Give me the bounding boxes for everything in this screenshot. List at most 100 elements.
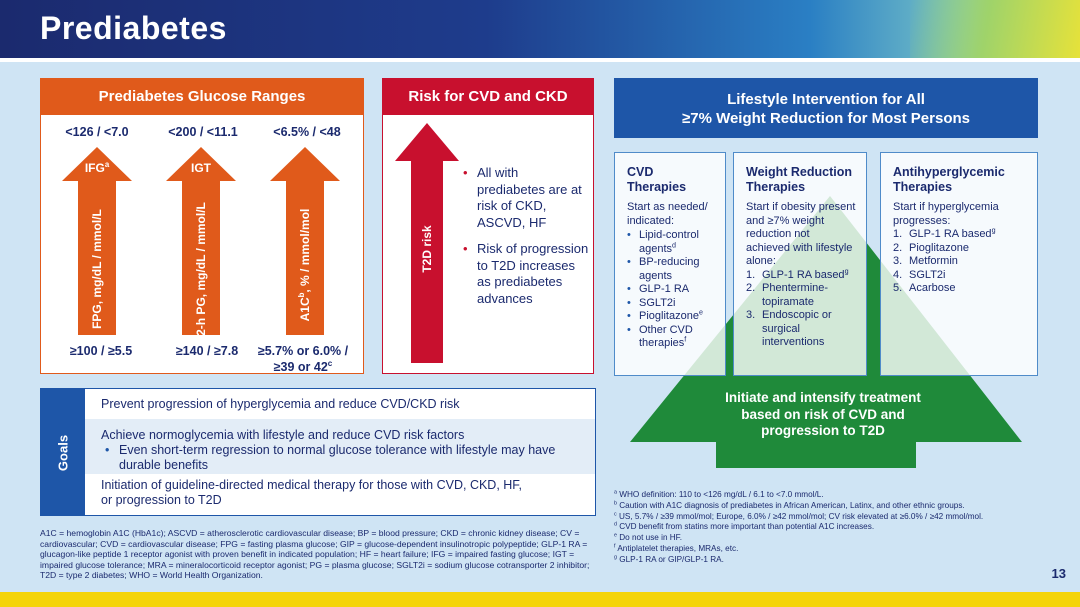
list-item: 1. GLP-1 RA basedg bbox=[746, 266, 856, 283]
t2d-progression-bullet: Risk of progression to T2D increases as … bbox=[463, 241, 589, 307]
cvd-therapy-footnote-mark: d bbox=[672, 240, 677, 249]
a1c-upper-limit: <6.5% / <48 bbox=[273, 125, 341, 139]
footnote: f Antiplatelet therapies, MRAs, etc. bbox=[614, 544, 1034, 555]
list-item: BP-reducing agents bbox=[627, 256, 715, 283]
goals-panel: Goals Prevent progression of hyperglycem… bbox=[40, 388, 596, 516]
lifestyle-title-line2: ≥7% Weight Reduction for Most Persons bbox=[682, 110, 970, 127]
cvd-ckd-risk-panel: Risk for CVD and CKD T2D risk All with p… bbox=[382, 78, 594, 374]
a1c-footnote-mark: b bbox=[297, 292, 306, 298]
goal-text: Prevent progression of hyperglycemia and… bbox=[101, 397, 460, 411]
item-number: 1. bbox=[746, 268, 756, 281]
header-decor bbox=[910, 0, 1080, 58]
goal-subpoint: Even short-term regression to normal glu… bbox=[101, 443, 595, 473]
footnote: b Caution with A1C diagnosis of prediabe… bbox=[614, 500, 1034, 512]
goal-row-1: Prevent progression of hyperglycemia and… bbox=[85, 389, 595, 419]
anti-therapy-text: SGLT2i bbox=[909, 268, 946, 281]
footnote: c US, 5.7% / ≥39 mmol/mol; Europe, 6.0% … bbox=[614, 510, 1034, 523]
footnote-mark: a bbox=[614, 489, 617, 496]
footnote-mark: g bbox=[614, 554, 617, 561]
weight-reduction-list: 1. GLP-1 RA basedg 2. Phentermine-topirama… bbox=[746, 266, 856, 350]
igt-arrow: IGT 2-h PG, mg/dL / mmol/L bbox=[166, 147, 236, 336]
cvd-therapy-text: Lipid-control agents bbox=[639, 229, 699, 255]
footnote-text: Antiplatelet therapies, MRAs, etc. bbox=[617, 543, 739, 553]
list-item: 3. Endoscopic or surgical interventions bbox=[746, 309, 856, 350]
2h-pg-axis-label: 2-h PG, mg/dL / mmol/L bbox=[194, 202, 208, 336]
t2d-risk-arrow bbox=[395, 123, 459, 363]
ifg-arrow: IFGa FPG, mg/dL / mmol/L bbox=[62, 147, 132, 335]
ifg-lower-limit: ≥100 / ≥5.5 bbox=[69, 344, 133, 358]
abbreviations-text: A1C = hemoglobin A1C (HbA1c); ASCVD = at… bbox=[40, 528, 590, 580]
footer-bar bbox=[0, 592, 1080, 607]
weight-therapy-footnote-mark: g bbox=[844, 266, 849, 275]
a1c-axis-units: , % / mmol/mol bbox=[298, 208, 312, 293]
page-number: 13 bbox=[1051, 566, 1066, 581]
list-item: 2. Pioglitazone bbox=[893, 242, 1027, 256]
cvd-therapy-text: Pioglitazone bbox=[639, 310, 699, 322]
goal-text: Achieve normoglycemia with lifestyle and… bbox=[101, 428, 465, 442]
item-number: 1. bbox=[893, 228, 903, 240]
lifestyle-intervention-header: Lifestyle Intervention for All ≥7% Weigh… bbox=[614, 78, 1038, 138]
a1c-lower-line2: ≥39 or 42c bbox=[241, 359, 365, 375]
cvd-therapy-text: Other CVD therapies bbox=[639, 323, 693, 350]
ifg-label: IFG bbox=[84, 161, 105, 175]
header-banner: Prediabetes bbox=[0, 0, 1080, 58]
weight-reduction-title: Weight Reduction Therapies bbox=[746, 165, 853, 194]
igt-lower-limit: ≥140 / ≥7.8 bbox=[175, 344, 239, 358]
a1c-lower-line1: ≥5.7% or 6.0% / bbox=[257, 344, 349, 358]
footnote-text: Caution with A1C diagnosis of prediabete… bbox=[619, 500, 965, 510]
weight-therapy-text: Phentermine-topiramate bbox=[762, 282, 829, 308]
footnote-text: CVD benefit from statins more important … bbox=[619, 522, 875, 532]
cvd-therapy-text: SGLT2i bbox=[639, 296, 676, 309]
footnote: d CVD benefit from statins more importan… bbox=[614, 522, 1034, 533]
list-item: SGLT2i bbox=[627, 297, 715, 311]
t2d-risk-label: T2D risk bbox=[420, 225, 434, 273]
anti-therapy-text: Acarbose bbox=[909, 282, 956, 294]
list-item: 4. SGLT2i bbox=[893, 269, 1027, 283]
weight-therapy-text: Endoscopic or surgical interventions bbox=[762, 309, 832, 348]
goal-row-3: Initiation of guideline-directed medical… bbox=[85, 474, 595, 516]
anti-therapy-text: Pioglitazone bbox=[909, 241, 969, 254]
ifg-upper-limit: <126 / <7.0 bbox=[65, 125, 129, 139]
footnote-text: WHO definition: 110 to <126 mg/dL / 6.1 … bbox=[619, 490, 824, 499]
ifg-footnote-mark: a bbox=[104, 160, 110, 169]
weight-therapy-text: GLP-1 RA based bbox=[762, 268, 845, 281]
cvd-therapies-list: Lipid-control agentsd BP-reducing agents… bbox=[627, 229, 715, 351]
item-number: 5. bbox=[893, 282, 903, 294]
anti-therapy-footnote-mark: g bbox=[991, 226, 996, 235]
cvd-therapy-text: GLP-1 RA bbox=[639, 283, 690, 295]
weight-reduction-intro: Start if obesity present and ≥7% weight … bbox=[746, 201, 856, 267]
goals-sidebar bbox=[41, 389, 85, 515]
footnote-text: Do not use in HF. bbox=[619, 533, 683, 543]
goals-label: Goals bbox=[55, 434, 71, 472]
footnote-mark: d bbox=[614, 521, 617, 528]
list-item: Pioglitazonee bbox=[627, 309, 715, 324]
lifestyle-title-line1: Lifestyle Intervention for All bbox=[727, 91, 925, 108]
footnote: a WHO definition: 110 to <126 mg/dL / 6.… bbox=[614, 490, 1034, 501]
footnotes: a WHO definition: 110 to <126 mg/dL / 6.… bbox=[614, 490, 1034, 566]
pyramid-text: Initiate and intensify treatment based o… bbox=[725, 390, 921, 438]
item-number: 3. bbox=[746, 309, 756, 321]
list-item: GLP-1 RA bbox=[627, 283, 715, 297]
footnote-mark: f bbox=[614, 543, 616, 550]
fpg-axis-label: FPG, mg/dL / mmol/L bbox=[90, 209, 104, 329]
footnote-mark: e bbox=[614, 532, 617, 539]
antihyperglycemic-intro: Start if hyperglycemia progresses: bbox=[893, 201, 999, 227]
weight-reduction-therapies-box: Weight Reduction Therapies Start if obes… bbox=[733, 152, 867, 376]
antihyperglycemic-list: 1. GLP-1 RA basedg 2. Pioglitazone 3. Metfo… bbox=[893, 226, 1027, 296]
page-title: Prediabetes bbox=[40, 10, 227, 46]
glucose-ranges-panel: Prediabetes Glucose Ranges <126 / <7.0 <… bbox=[40, 78, 364, 374]
cvd-therapies-box: CVD Therapies Start as needed/ indicated… bbox=[614, 152, 726, 376]
footnote-mark: c bbox=[614, 510, 617, 517]
goal-row-2: Achieve normoglycemia with lifestyle and… bbox=[85, 419, 595, 474]
igt-upper-limit: <200 / <11.1 bbox=[168, 125, 238, 139]
footnote-mark: b bbox=[614, 500, 617, 507]
list-item: Other CVD therapiesf bbox=[627, 324, 715, 351]
item-number: 3. bbox=[893, 255, 903, 267]
list-item: Lipid-control agentsd bbox=[627, 229, 715, 256]
a1c-axis-label: A1Cb, % / mmol/mol bbox=[297, 208, 312, 322]
goal-text: Initiation of guideline-directed medical… bbox=[101, 478, 523, 507]
a1c-axis-text: A1C bbox=[298, 297, 312, 322]
list-item: 5. Acarbose bbox=[893, 282, 1027, 296]
antihyperglycemic-therapies-box: Antihyperglycemic Therapies Start if hyp… bbox=[880, 152, 1038, 376]
item-number: 2. bbox=[893, 241, 903, 254]
